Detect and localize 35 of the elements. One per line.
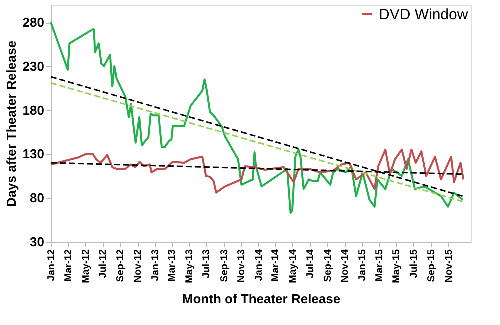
x-tick-label: Sep-15 [426, 249, 438, 282]
x-tick-label: Jan-14 [254, 249, 265, 282]
y-tick-label: 130 [22, 146, 44, 162]
x-tick-label: Nov-13 [236, 249, 248, 283]
y-tick-label: 230 [22, 58, 44, 74]
y-tick-label: 30 [30, 234, 44, 250]
x-tick-label: Jul-15 [408, 249, 420, 278]
x-tick-label: Nov-15 [444, 249, 455, 283]
line-series [50, 22, 464, 214]
x-tick-label: Jul-12 [98, 249, 110, 278]
x-tick-label: Mar-12 [64, 249, 75, 282]
y-axis-title: Days after Theater Release [4, 40, 19, 208]
y-tick-label: 180 [22, 102, 44, 118]
x-tick-label: May-13 [184, 249, 196, 284]
x-tick-label: Sep-14 [322, 249, 334, 282]
x-tick-label: Mar-13 [167, 249, 178, 282]
x-tick-label: Mar-15 [374, 249, 386, 282]
x-axis-title: Month of Theater Release [182, 291, 341, 306]
y-tick-label: 80 [30, 190, 44, 206]
x-tick-label: May-15 [392, 249, 403, 284]
x-tick-label: May-14 [288, 249, 299, 284]
y-tick-label: 280 [22, 15, 44, 30]
x-tick-label: Jul-14 [305, 249, 316, 278]
x-tick-label: Jan-13 [150, 249, 162, 282]
x-tick-label: Jan-12 [46, 249, 58, 282]
line-series [50, 148, 465, 194]
x-tick-label: Sep-12 [116, 249, 127, 282]
legend-label: DVD Window [379, 6, 468, 24]
x-tick-label: Sep-13 [219, 249, 230, 282]
x-tick-label: Jan-15 [358, 249, 369, 282]
x-tick-label: Nov-12 [133, 249, 144, 283]
x-tick-label: Mar-14 [270, 249, 282, 282]
x-tick-label: Nov-14 [340, 249, 352, 283]
x-tick-label: May-12 [80, 249, 92, 284]
x-tick-label: Jul-13 [202, 249, 213, 278]
